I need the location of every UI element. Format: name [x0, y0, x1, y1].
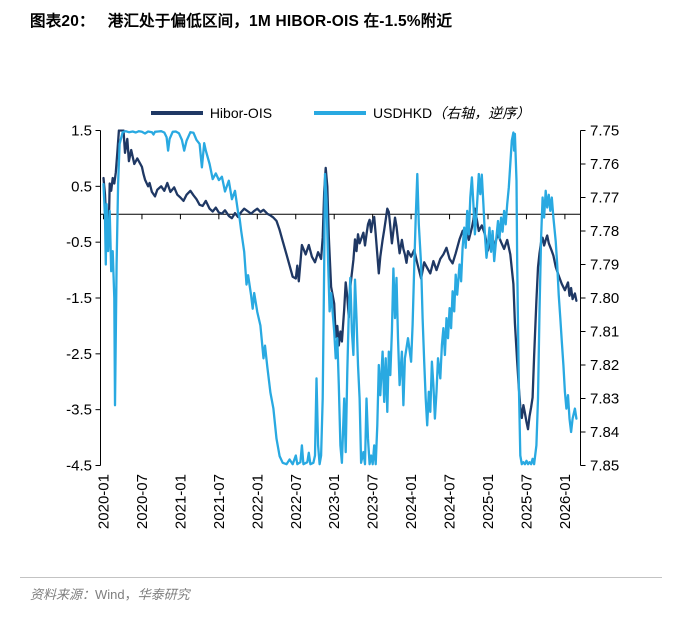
source-org: 华泰研究	[137, 587, 190, 602]
right-axis-tick-label: 7.79	[590, 257, 619, 274]
x-axis-tick-label: 2023-01	[326, 474, 343, 529]
x-axis-tick-label: 2020-01	[96, 474, 113, 529]
right-axis-tick-label: 7.77	[590, 190, 619, 207]
right-axis-tick-label: 7.76	[590, 156, 619, 173]
left-axis-tick-label: -0.5	[66, 234, 92, 251]
x-axis-tick-label: 2022-01	[249, 474, 266, 529]
left-axis-tick-label: -2.5	[66, 346, 92, 363]
x-axis-tick-label: 2025-01	[480, 474, 497, 529]
legend-label-hibor-ois: Hibor-OIS	[209, 105, 273, 121]
footer-divider	[20, 577, 662, 578]
chart-legend: Hibor-OIS USDHKD（右轴，逆序）	[0, 103, 681, 123]
left-axis-tick-label: -1.5	[66, 290, 92, 307]
right-axis-tick-label: 7.81	[590, 324, 619, 341]
x-axis-tick-label: 2022-07	[288, 474, 305, 529]
right-axis-tick-label: 7.84	[590, 424, 619, 441]
right-axis-tick-label: 7.82	[590, 357, 619, 374]
right-axis-tick-label: 7.75	[590, 123, 619, 140]
x-axis-tick-label: 2025-07	[518, 474, 535, 529]
legend-item-usdhkd: USDHKD（右轴，逆序）	[314, 103, 530, 123]
usdhkd-line-swatch	[314, 111, 367, 115]
hibor-ois-series-line	[102, 129, 578, 431]
legend-item-hibor-ois: Hibor-OIS	[150, 105, 273, 121]
right-axis-tick-label: 7.83	[590, 391, 619, 408]
legend-label-usdhkd: USDHKD（右轴，逆序）	[373, 105, 531, 122]
left-axis-tick-label: 1.5	[71, 123, 92, 140]
left-axis-tick-label: -3.5	[66, 402, 92, 419]
source-note: 资料来源：Wind，华泰研究	[30, 584, 190, 603]
right-axis-tick-label: 7.85	[590, 458, 619, 475]
x-axis-tick-label: 2024-07	[442, 474, 459, 529]
x-axis-tick-label: 2024-01	[403, 474, 420, 529]
figure-number: 图表20：	[30, 13, 95, 30]
figure-title: 图表20： 港汇处于偏低区间，1M HIBOR-OIS 在-1.5%附近	[30, 9, 452, 31]
right-axis-tick-label: 7.80	[590, 290, 619, 307]
figure-title-text: 港汇处于偏低区间，1M HIBOR-OIS 在-1.5%附近	[107, 13, 453, 30]
source-wind: Wind，	[95, 587, 138, 602]
hibor-ois-line-swatch	[150, 111, 203, 115]
source-label: 资料来源：	[30, 587, 96, 602]
left-axis-tick-label: -4.5	[66, 458, 92, 475]
x-axis-tick-label: 2021-01	[172, 474, 189, 529]
x-axis-tick-label: 2026-01	[557, 474, 574, 529]
left-axis-tick-label: 0.5	[71, 178, 92, 195]
x-axis-tick-label: 2021-07	[211, 474, 228, 529]
x-axis-tick-label: 2023-07	[365, 474, 382, 529]
usdhkd-series-line	[102, 130, 578, 466]
legend-label-usdhkd-axis-note: （右轴，逆序）	[432, 107, 531, 122]
x-axis-tick-label: 2020-07	[134, 474, 151, 529]
right-axis-tick-label: 7.78	[590, 223, 619, 240]
